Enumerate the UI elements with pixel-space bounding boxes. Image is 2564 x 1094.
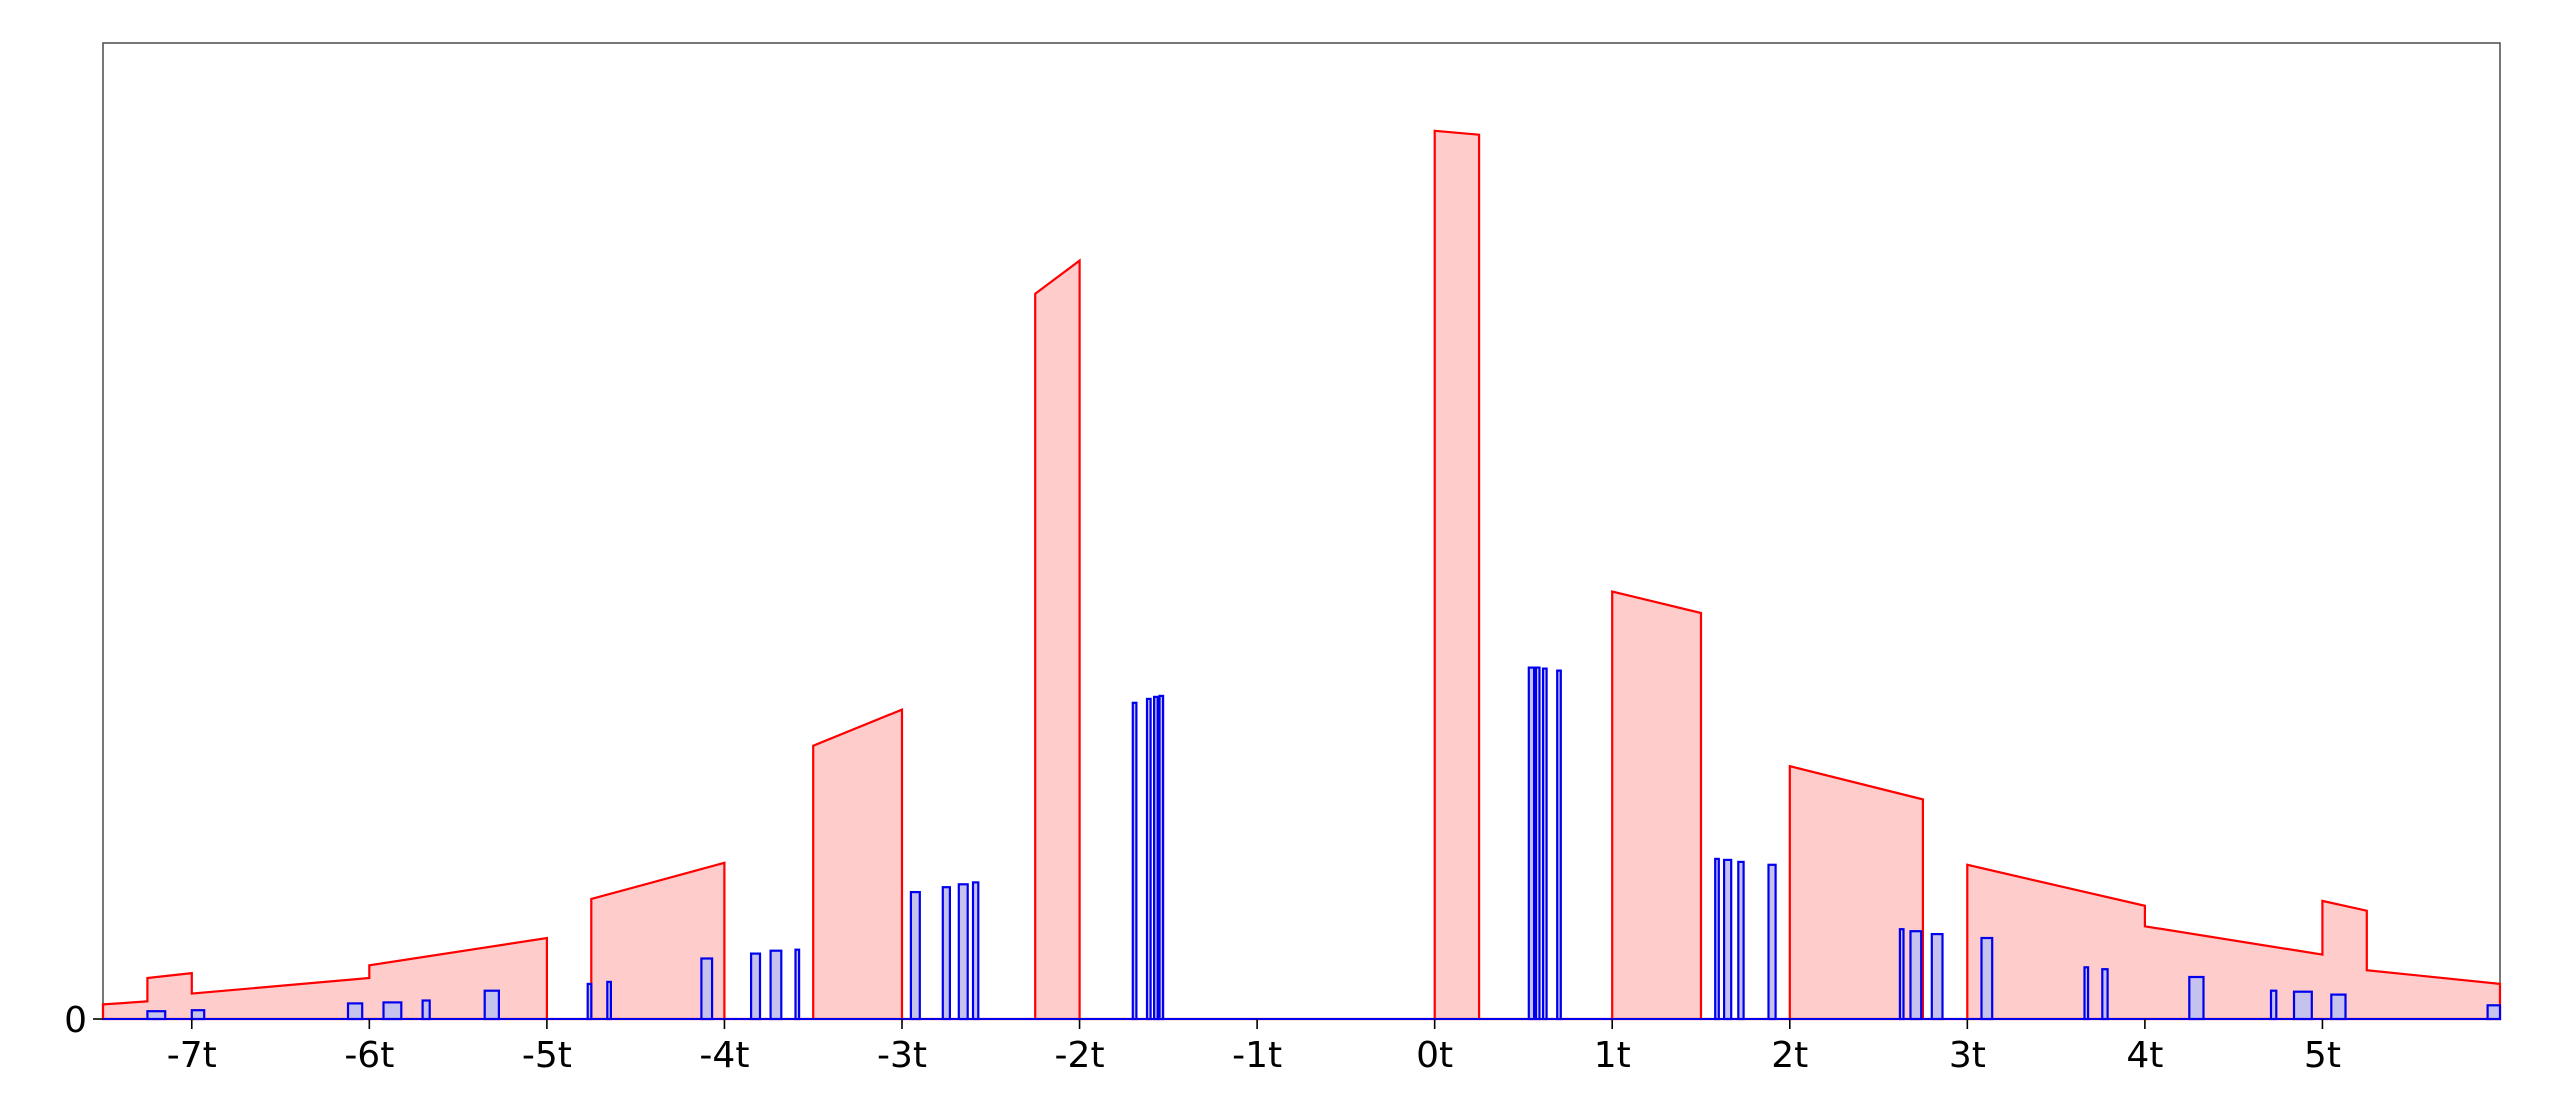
blue-bar-7: [606, 980, 612, 1021]
x-axis-ticks: -7t -6t -5t -4t -3t -2t -1t 0t 1t 2t 3t 4t 5t: [167, 1019, 2341, 1076]
x-tick-label-11: 4t: [2126, 1035, 2163, 1076]
blue-bar-3: [382, 1001, 403, 1021]
blue-bar-33: [2101, 968, 2109, 1021]
blue-bar-14: [957, 883, 969, 1021]
x-tick-label-9: 2t: [1771, 1035, 1808, 1076]
blue-bar-17: [1145, 697, 1152, 1021]
blue-bar-34: [2188, 975, 2205, 1021]
blue-bar-23: [1556, 669, 1562, 1021]
blue-bar-15: [971, 881, 980, 1021]
x-tick-label-2: -5t: [522, 1035, 572, 1076]
blue-bar-6: [586, 982, 593, 1021]
blue-bar-1: [190, 1009, 206, 1021]
x-tick-label-0: -7t: [167, 1035, 217, 1076]
blue-bar-13: [941, 886, 951, 1021]
blue-bar-18: [1152, 695, 1159, 1021]
blue-bar-9: [749, 952, 762, 1021]
blue-bar-30: [1930, 932, 1944, 1021]
blue-bar-10: [769, 949, 783, 1021]
blue-bar-26: [1737, 860, 1745, 1021]
blue-bar-20: [1527, 666, 1536, 1021]
blue-bar-12: [909, 890, 921, 1021]
blue-bar-37: [2330, 993, 2347, 1021]
blue-bar-38: [2486, 1004, 2502, 1021]
x-tick-label-12: 5t: [2304, 1035, 2341, 1076]
blue-bar-8: [700, 957, 714, 1021]
blue-bar-5: [483, 989, 501, 1021]
blue-bar-25: [1722, 858, 1733, 1021]
blue-bar-16: [1131, 701, 1138, 1021]
blue-bar-2: [346, 1002, 364, 1021]
series-layer: [101, 129, 2502, 1021]
blue-bar-32: [2083, 966, 2090, 1021]
x-tick-label-6: -1t: [1232, 1035, 1282, 1076]
blue-bar-19: [1158, 694, 1165, 1021]
x-tick-label-4: -3t: [877, 1035, 927, 1076]
blue-bar-24: [1714, 857, 1720, 1021]
blue-bar-4: [421, 999, 431, 1021]
x-tick-label-1: -6t: [344, 1035, 394, 1076]
y-axis-ticks: 0: [64, 1000, 103, 1041]
blue-bar-35: [2269, 989, 2278, 1021]
y-tick-label-0: 0: [64, 1000, 87, 1041]
x-tick-label-10: 3t: [1949, 1035, 1986, 1076]
plot-frame: [102, 42, 2501, 1020]
blue-bar-31: [1980, 936, 1994, 1021]
blue-bar-21: [1534, 666, 1541, 1021]
blue-bar-36: [2292, 990, 2313, 1021]
x-tick-label-8: 1t: [1594, 1035, 1631, 1076]
x-tick-label-3: -4t: [699, 1035, 749, 1076]
blue-bar-27: [1767, 863, 1777, 1021]
blue-bar-22: [1541, 667, 1548, 1021]
blue-bar-28: [1898, 928, 1905, 1021]
blue-bar-0: [146, 1010, 167, 1021]
x-tick-label-5: -2t: [1055, 1035, 1105, 1076]
x-tick-label-7: 0t: [1416, 1035, 1453, 1076]
blue-bar-29: [1909, 930, 1923, 1021]
blue-bar-11: [794, 948, 801, 1021]
